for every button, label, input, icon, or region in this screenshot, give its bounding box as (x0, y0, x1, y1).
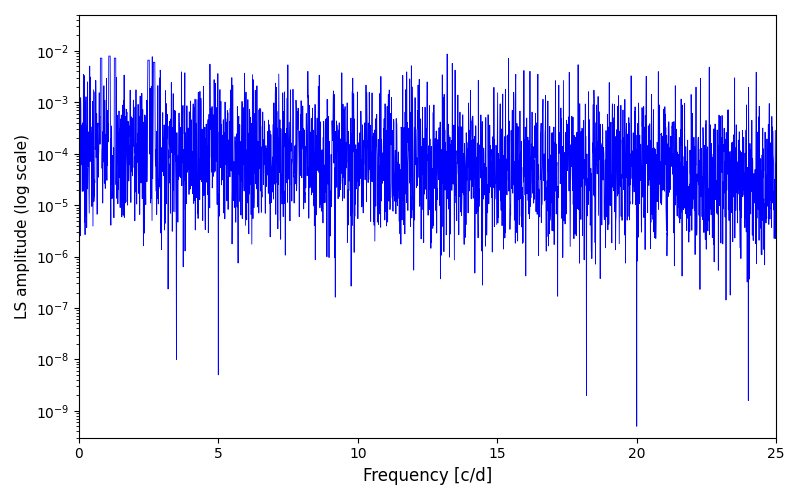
X-axis label: Frequency [c/d]: Frequency [c/d] (363, 467, 492, 485)
Y-axis label: LS amplitude (log scale): LS amplitude (log scale) (15, 134, 30, 319)
